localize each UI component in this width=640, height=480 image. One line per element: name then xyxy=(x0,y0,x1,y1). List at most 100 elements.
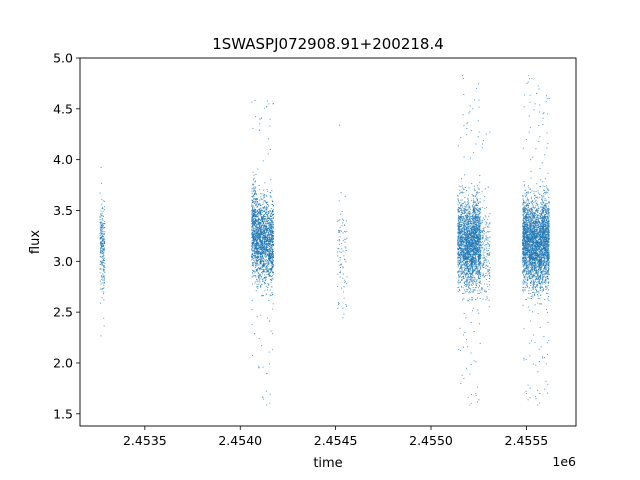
data-point xyxy=(471,233,473,235)
data-point xyxy=(252,215,254,217)
data-point xyxy=(463,247,465,249)
data-point xyxy=(252,211,254,213)
data-point xyxy=(467,252,469,254)
data-point xyxy=(466,123,468,125)
data-point xyxy=(460,232,462,234)
data-point xyxy=(103,227,105,229)
data-point xyxy=(99,236,101,238)
data-point xyxy=(471,291,473,293)
data-point xyxy=(459,268,461,270)
data-point xyxy=(341,248,343,250)
data-point xyxy=(253,245,255,247)
data-point xyxy=(461,260,463,262)
data-point xyxy=(267,216,269,218)
data-point xyxy=(474,265,476,267)
data-point xyxy=(470,235,472,237)
data-point xyxy=(474,222,476,224)
data-point xyxy=(251,205,253,207)
data-point xyxy=(268,232,270,234)
data-point xyxy=(461,212,463,214)
data-point xyxy=(468,201,470,203)
data-point xyxy=(103,247,105,249)
data-point xyxy=(102,208,104,210)
data-point xyxy=(271,267,273,269)
data-point xyxy=(256,256,257,258)
data-point xyxy=(102,268,104,270)
data-point xyxy=(255,187,257,189)
data-point xyxy=(103,299,105,301)
data-point xyxy=(471,193,473,195)
data-point xyxy=(269,257,271,259)
data-point xyxy=(472,247,474,249)
data-point xyxy=(476,401,478,403)
data-point xyxy=(263,232,265,234)
data-point xyxy=(478,240,480,242)
data-point xyxy=(474,242,476,244)
data-point xyxy=(104,276,106,278)
data-point xyxy=(479,277,481,279)
data-point xyxy=(457,238,459,240)
data-point xyxy=(253,209,255,211)
data-point xyxy=(470,233,472,235)
data-point xyxy=(460,217,462,219)
data-point xyxy=(267,213,269,215)
data-point xyxy=(463,238,465,240)
data-point xyxy=(257,219,259,221)
data-point xyxy=(479,281,481,283)
data-point xyxy=(476,204,478,206)
data-point xyxy=(267,265,269,267)
data-point xyxy=(103,281,105,283)
data-point xyxy=(462,264,464,266)
data-point xyxy=(255,216,257,218)
data-point xyxy=(271,262,273,264)
data-point xyxy=(472,242,474,244)
data-point xyxy=(100,242,102,244)
data-point xyxy=(102,200,104,202)
data-point xyxy=(270,228,272,230)
data-point xyxy=(265,209,267,211)
data-point xyxy=(465,233,467,235)
data-point xyxy=(101,256,103,258)
data-point xyxy=(464,269,466,271)
data-point xyxy=(473,225,475,227)
data-point xyxy=(465,241,467,243)
data-point xyxy=(470,322,472,323)
data-point xyxy=(266,250,268,252)
data-point xyxy=(461,267,463,269)
data-point xyxy=(470,254,472,256)
data-point xyxy=(461,241,463,243)
data-point xyxy=(479,218,481,220)
data-point xyxy=(465,257,467,259)
data-point xyxy=(258,129,260,131)
data-point xyxy=(259,232,261,234)
data-point xyxy=(471,247,473,249)
data-point xyxy=(465,238,467,240)
data-point xyxy=(465,277,467,279)
data-point xyxy=(342,277,344,279)
data-point xyxy=(253,225,255,227)
data-point xyxy=(252,271,254,273)
data-point xyxy=(271,255,273,257)
data-point xyxy=(271,190,273,192)
data-point xyxy=(258,337,260,339)
data-point xyxy=(264,200,266,202)
data-point xyxy=(261,251,263,253)
data-point xyxy=(102,215,104,217)
data-point xyxy=(476,248,478,250)
data-point xyxy=(476,249,478,251)
data-point xyxy=(265,239,267,241)
data-point xyxy=(344,279,346,281)
data-point xyxy=(254,261,256,263)
data-point xyxy=(260,251,262,253)
data-point xyxy=(270,215,272,217)
data-point xyxy=(475,256,477,258)
data-point xyxy=(468,251,470,253)
data-point xyxy=(256,235,258,237)
data-point xyxy=(459,254,461,256)
data-point xyxy=(461,252,463,254)
data-point xyxy=(255,235,257,237)
data-point xyxy=(465,269,467,271)
data-point xyxy=(477,229,479,231)
data-point xyxy=(260,260,262,262)
data-point xyxy=(466,217,468,219)
